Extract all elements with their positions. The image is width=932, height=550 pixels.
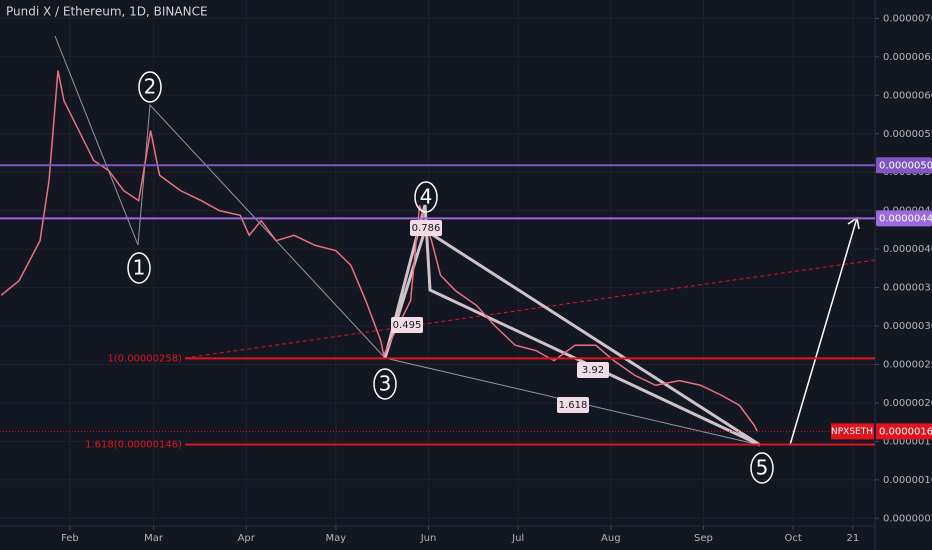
ratio-box (557, 397, 589, 413)
y-tick-label: 0.00000550 (883, 129, 932, 140)
ratio-label: 0.495 (393, 320, 422, 331)
wave-label: 3 (379, 372, 392, 396)
wave-label: 5 (756, 456, 769, 480)
symbol-box (831, 423, 874, 440)
x-tick-label: Jun (420, 533, 437, 544)
last-price-box (876, 423, 932, 440)
wave-label: 4 (420, 185, 433, 209)
x-tick-label: May (326, 533, 347, 544)
ratio-label: 1.618 (559, 400, 588, 411)
level-label: 0.00000440 (879, 213, 932, 224)
ratio-box (391, 317, 423, 333)
y-tick-label: 0.00000350 (883, 283, 932, 294)
y-tick-label: 0.00000100 (883, 475, 932, 486)
symbol-label: NPXSETH (831, 427, 873, 437)
wave-line (54, 35, 761, 446)
wave-label: 1 (133, 256, 146, 280)
y-tick-label: 0.00000650 (883, 52, 932, 63)
wave-circle (414, 181, 438, 213)
level-label: 1.618(0.00000146) (85, 439, 182, 450)
wave-label: 2 (144, 75, 157, 99)
x-tick-label: Oct (784, 533, 801, 544)
last-price-label: 0.00000163 (879, 426, 932, 437)
level-label: 1(0.00000258) (107, 353, 182, 364)
wave-circle (127, 252, 151, 284)
y-tick-label: 0.00000150 (883, 436, 932, 447)
y-tick-label: 0.00000700 (883, 13, 932, 24)
price-line (0, 70, 758, 432)
y-tick-label: 0.00000200 (883, 398, 932, 409)
ratio-label: 3.92 (582, 365, 604, 376)
ratio-label: 0.786 (412, 223, 441, 234)
level-label: 0.00000509 (879, 160, 932, 171)
wave-circle (373, 368, 397, 400)
ratio-box (577, 362, 609, 378)
x-tick-label: 21 (847, 533, 860, 544)
y-tick-label: 0.00000050 (883, 513, 932, 524)
forecast-arrow (789, 217, 858, 446)
y-tick-label: 0.00000600 (883, 90, 932, 101)
y-tick-label: 0.00000300 (883, 321, 932, 332)
x-tick-label: Aug (601, 533, 621, 544)
wave-circle (750, 452, 774, 484)
x-tick-label: Mar (144, 533, 164, 544)
ratio-box (410, 220, 442, 236)
level-box (876, 210, 932, 227)
y-tick-label: 0.00000250 (883, 359, 932, 370)
x-tick-label: Feb (61, 533, 79, 544)
y-tick-label: 0.00000400 (883, 244, 932, 255)
x-tick-label: Jul (511, 533, 524, 544)
level-box (876, 157, 932, 174)
chart-title: Pundi X / Ethereum, 1D, BINANCE (6, 5, 208, 19)
x-tick-label: Sep (694, 533, 713, 544)
wave-circle (138, 71, 162, 103)
x-tick-label: Apr (238, 533, 256, 544)
grid (0, 0, 875, 526)
